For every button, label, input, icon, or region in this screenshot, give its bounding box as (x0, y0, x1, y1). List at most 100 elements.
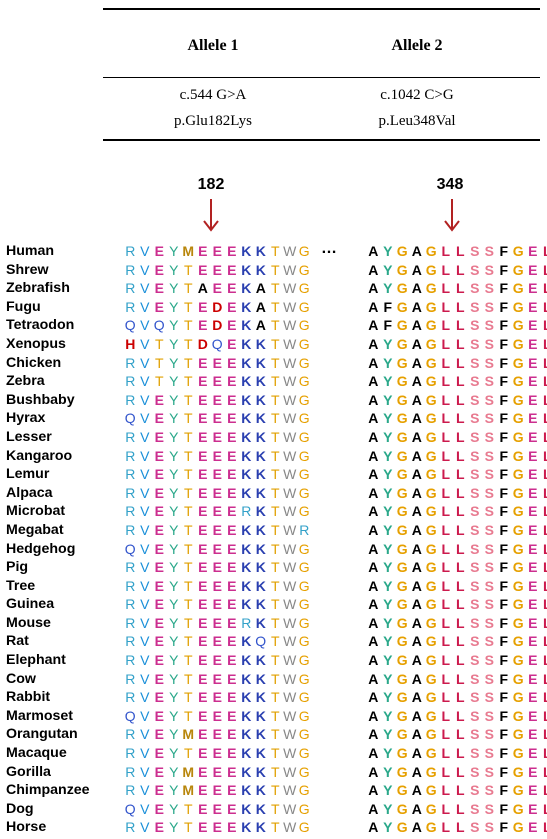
residue: K (241, 280, 252, 297)
residue: Y (169, 782, 179, 799)
residue: L (540, 502, 547, 521)
residue: T (183, 614, 193, 631)
residue: T (154, 373, 164, 390)
residue: G (512, 540, 524, 557)
residue: W (283, 373, 297, 390)
residue: W (283, 503, 297, 520)
residue: S (470, 540, 480, 557)
residue: E (154, 261, 164, 278)
residue: W (283, 633, 297, 650)
residue: E (227, 763, 237, 780)
residue: G (396, 559, 408, 576)
residue: E (528, 559, 538, 576)
residue: T (183, 335, 193, 352)
residue: G (425, 559, 437, 576)
residue: S (484, 391, 494, 408)
residue: A (368, 652, 379, 669)
residue: L (540, 391, 547, 410)
residue: G (396, 280, 408, 297)
residue: L (540, 800, 547, 819)
residue: L (441, 243, 451, 259)
residue: L (540, 409, 547, 428)
residue: K (255, 819, 266, 836)
residue: Y (383, 670, 393, 687)
residue: G (396, 689, 408, 706)
residue: G (425, 335, 437, 352)
residue: L (540, 614, 547, 633)
residue: E (154, 447, 164, 464)
residue: L (455, 689, 465, 706)
residue: E (198, 652, 208, 669)
residue: L (540, 372, 547, 391)
residue: L (540, 818, 547, 837)
residue: A (411, 596, 422, 613)
residue: V (140, 243, 150, 259)
species-name: Chimpanzee (6, 782, 90, 799)
residue: R (125, 763, 136, 780)
alignment-block-348: AYGAGLLSSFGELAYGAGLLSSFGELAYGAGLLSSFGELA… (366, 242, 547, 837)
residue: A (255, 298, 266, 315)
residue: T (270, 484, 280, 501)
residue: G (396, 614, 408, 631)
residue: V (140, 800, 150, 817)
residue: T (183, 670, 193, 687)
residue: K (241, 596, 252, 613)
residue: T (270, 614, 280, 631)
residue: E (212, 466, 222, 483)
residue: Y (383, 280, 393, 297)
residue: S (470, 317, 480, 334)
residue: L (455, 243, 465, 259)
species-names-column: Human Shrew Zebrafish Fugu Tetraodon Xenopus C… (6, 242, 90, 837)
residue: Y (383, 540, 393, 557)
residue: E (528, 335, 538, 352)
residue: E (198, 298, 208, 315)
residue: A (368, 428, 379, 445)
species-name: Elephant (6, 652, 66, 669)
residue: L (441, 689, 451, 706)
species-name: Rat (6, 633, 29, 650)
residue: S (470, 782, 480, 799)
residue: S (484, 559, 494, 576)
residue: G (298, 652, 310, 669)
residue: E (212, 354, 222, 371)
residue: L (441, 559, 451, 576)
residue: F (499, 689, 509, 706)
residue: Y (169, 800, 179, 817)
residue: F (499, 596, 509, 613)
residue: G (512, 447, 524, 464)
residue: G (396, 577, 408, 594)
residue: F (499, 391, 509, 408)
residue: Y (383, 633, 393, 650)
species-name: Lemur (6, 466, 50, 483)
residue: K (255, 782, 266, 799)
residue: K (255, 559, 266, 576)
residue: Y (169, 763, 179, 780)
residue: A (411, 707, 422, 724)
sequence-row: AYGAGLLSSFGEL (366, 502, 547, 521)
residue: G (512, 745, 524, 762)
residue: L (540, 465, 547, 484)
species-name: Megabat (6, 521, 64, 538)
residue: G (512, 596, 524, 613)
residue: A (411, 484, 422, 501)
residue: E (212, 261, 222, 278)
residue: Y (383, 819, 393, 836)
residue: E (212, 689, 222, 706)
residue: E (154, 782, 164, 799)
residue: L (540, 447, 547, 466)
residue: R (125, 596, 136, 613)
residue: G (512, 484, 524, 501)
sequence-row: AYGAGLLSSFGEL (366, 261, 547, 280)
residue: T (183, 503, 193, 520)
residue: G (512, 410, 524, 427)
residue: E (227, 280, 237, 297)
residue: G (512, 670, 524, 687)
residue: E (198, 596, 208, 613)
residue: E (212, 782, 222, 799)
species-name: Chicken (6, 354, 62, 371)
residue: S (484, 800, 494, 817)
residue: G (425, 261, 437, 278)
